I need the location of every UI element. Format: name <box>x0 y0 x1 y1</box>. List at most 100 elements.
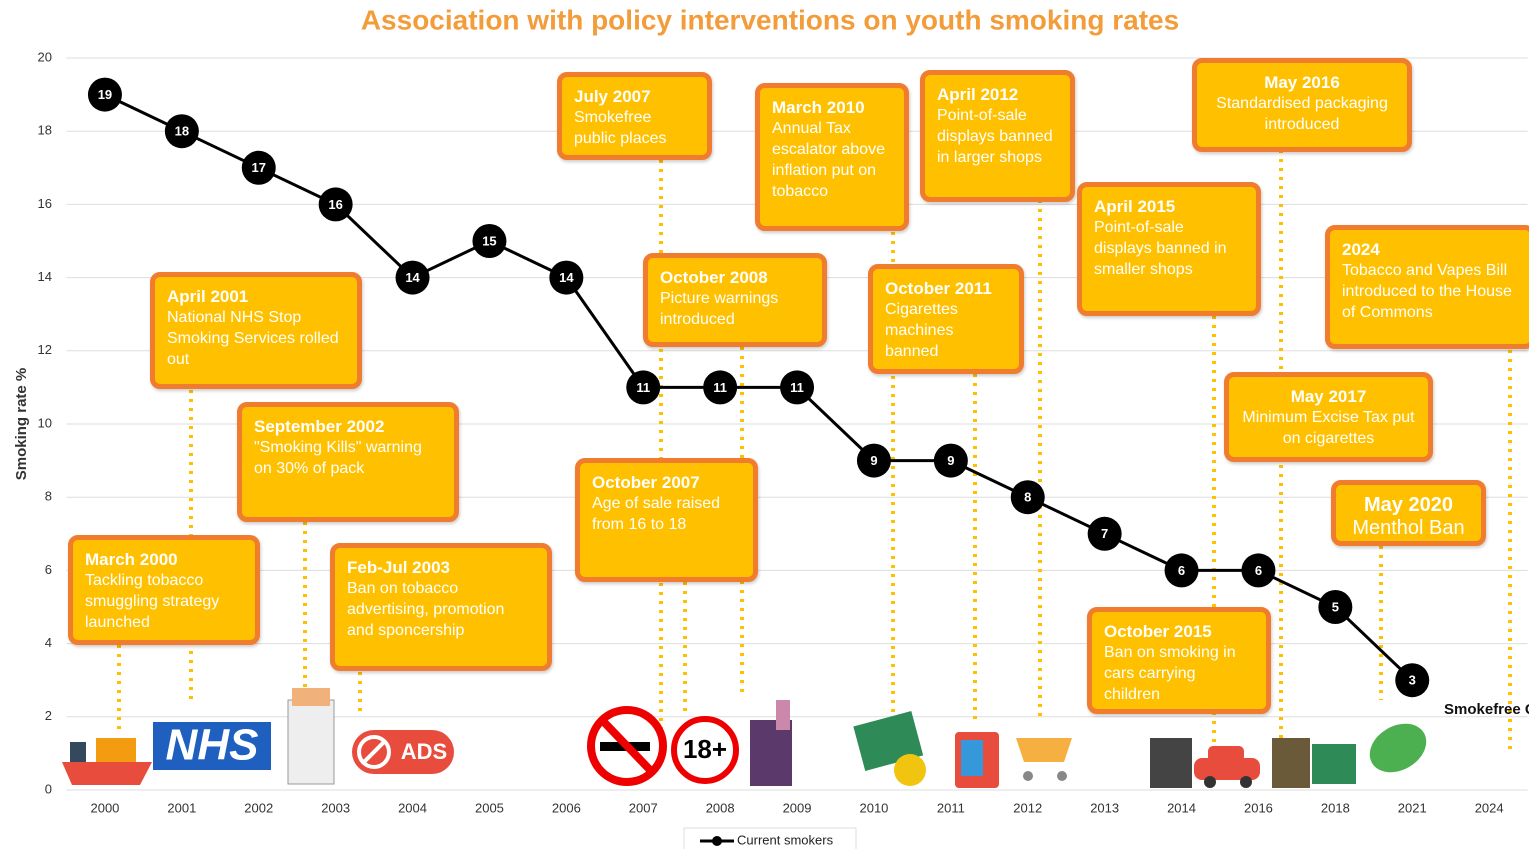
data-label: 11 <box>636 380 650 395</box>
x-tick-label: 2000 <box>90 800 119 815</box>
point <box>472 224 507 258</box>
annotation-text: "Smoking Kills" warning on 30% of pack <box>254 439 422 477</box>
annotation-text: Point-of-sale displays banned in smaller… <box>1094 219 1227 278</box>
x-tick-label: 2010 <box>859 800 888 815</box>
annotation-box: September 2002 "Smoking Kills" warning on… <box>237 402 459 522</box>
data-label: 11 <box>790 380 804 395</box>
annotation-title: April 2015 <box>1094 197 1176 216</box>
x-tick-label: 2012 <box>1013 800 1042 815</box>
annotation-title: May 2020 <box>1364 494 1453 516</box>
data-label: 9 <box>870 453 877 468</box>
y-axis-label: Smoking rate % <box>13 368 30 481</box>
point <box>1241 553 1276 588</box>
point <box>549 260 584 295</box>
x-tick-label: 2008 <box>706 800 735 815</box>
annotation-box: March 2010 Annual Tax escalator above inf… <box>755 83 909 231</box>
annotation-text: Tobacco and Vapes Bill introduced to the… <box>1342 262 1512 321</box>
shutter-icon <box>1150 738 1192 788</box>
x-tick-label: 2016 <box>1244 800 1273 815</box>
point <box>164 114 199 149</box>
y-tick-label: 8 <box>45 489 52 504</box>
vending-icon <box>955 732 999 788</box>
data-label: 17 <box>252 160 266 175</box>
generation-icon-text: Smokefree Generation <box>1444 701 1529 718</box>
y-tick-label: 2 <box>45 708 52 723</box>
annotation-text: Tackling tobacco smuggling strategy laun… <box>85 572 220 631</box>
age-icon <box>671 716 739 784</box>
annotation-box: April 2001 National NHS Stop Smoking Serv… <box>150 272 362 389</box>
y-tick-label: 20 <box>38 49 52 64</box>
warning-packs-icon <box>750 700 792 786</box>
point <box>1164 553 1199 588</box>
data-label: 3 <box>1409 673 1416 688</box>
annotation-title: September 2002 <box>254 417 385 436</box>
data-label: 5 <box>1332 599 1339 614</box>
data-label: 11 <box>713 380 727 395</box>
annotation-text: Annual Tax escalator above inflation put… <box>772 120 885 200</box>
annotation-title: October 2008 <box>660 268 768 287</box>
icons: NHS ADS 18+ Smokefree Generation <box>62 688 1529 788</box>
annotation-title: October 2007 <box>592 473 700 492</box>
data-label: 18 <box>175 124 189 139</box>
no-smoking-icon <box>587 706 667 786</box>
annotation-box: July 2007 Smokefree public places <box>557 72 712 160</box>
x-tick-label: 2004 <box>398 800 427 815</box>
x-tick-label: 2007 <box>629 800 658 815</box>
annotation-box: October 2007 Age of sale raised from 16 t… <box>575 458 758 582</box>
leaf-icon <box>1369 723 1427 773</box>
point <box>1087 516 1122 551</box>
x-tick-label: 2009 <box>783 800 812 815</box>
nhs-icon <box>153 722 271 770</box>
point <box>395 260 430 295</box>
point <box>856 443 891 478</box>
y-tick-label: 4 <box>45 635 52 650</box>
point <box>87 77 122 112</box>
annotation-box: May 2020 Menthol Ban <box>1331 480 1486 546</box>
annotation-box: 2024 Tobacco and Vapes Bill introduced to… <box>1325 225 1529 349</box>
annotation-text: Smokefree public places <box>574 109 667 147</box>
annotation-box: October 2011 Cigarettes machines banned <box>868 264 1024 374</box>
x-tick-label: 2014 <box>1167 800 1196 815</box>
y-tick-label: 12 <box>38 342 52 357</box>
point <box>933 443 968 478</box>
point <box>626 370 661 405</box>
annotation-text: National NHS Stop Smoking Services rolle… <box>167 309 339 368</box>
point <box>241 150 276 185</box>
annotation-text: Standardised packaging introduced <box>1216 95 1388 133</box>
data-label: 6 <box>1178 563 1185 578</box>
annotation-box: May 2017 Minimum Excise Tax put on cigare… <box>1224 372 1433 462</box>
legend-frame <box>683 827 857 849</box>
data-label: 14 <box>559 270 574 285</box>
annotation-title: July 2007 <box>574 87 651 106</box>
point <box>318 187 353 222</box>
legend-label: Current smokers <box>737 832 834 847</box>
annotation-box: April 2015 Point-of-sale displays banned … <box>1077 182 1261 316</box>
annotation-box: Feb-Jul 2003 Ban on tobacco advertising, … <box>330 543 552 671</box>
annotation-title: April 2012 <box>937 85 1019 104</box>
annotation-title: May 2017 <box>1290 387 1367 406</box>
annotation-box: April 2012 Point-of-sale displays banned … <box>920 70 1075 202</box>
x-tick-label: 2021 <box>1398 800 1427 815</box>
annotation-title: May 2016 <box>1264 73 1340 92</box>
data-label: 9 <box>947 453 954 468</box>
annotation-text: Ban on tobacco advertising, promotion an… <box>347 580 505 639</box>
annotation-box: October 2008 Picture warnings introduced <box>643 253 827 347</box>
x-tick-label: 2002 <box>244 800 273 815</box>
point <box>1318 590 1353 624</box>
ads-icon <box>352 730 454 774</box>
nhs-icon-text: NHS <box>166 721 259 770</box>
x-tick-label: 2005 <box>475 800 504 815</box>
x-tick-label: 2003 <box>321 800 350 815</box>
car-icon <box>1194 746 1260 788</box>
chart-title: Association with policy interventions on… <box>361 4 1179 35</box>
plain-pack-icon <box>1272 738 1356 788</box>
annotation-box: March 2000 Tackling tobacco smuggling str… <box>68 535 260 645</box>
annotation-title: Feb-Jul 2003 <box>347 558 450 577</box>
x-tick-label: 2024 <box>1475 800 1504 815</box>
money-icon <box>853 710 926 786</box>
point <box>1395 663 1430 698</box>
annotation-title: 2024 <box>1342 240 1380 259</box>
legend-marker <box>712 836 722 846</box>
annotation-text: Picture warnings introduced <box>660 290 779 328</box>
y-tick-label: 0 <box>45 781 52 796</box>
